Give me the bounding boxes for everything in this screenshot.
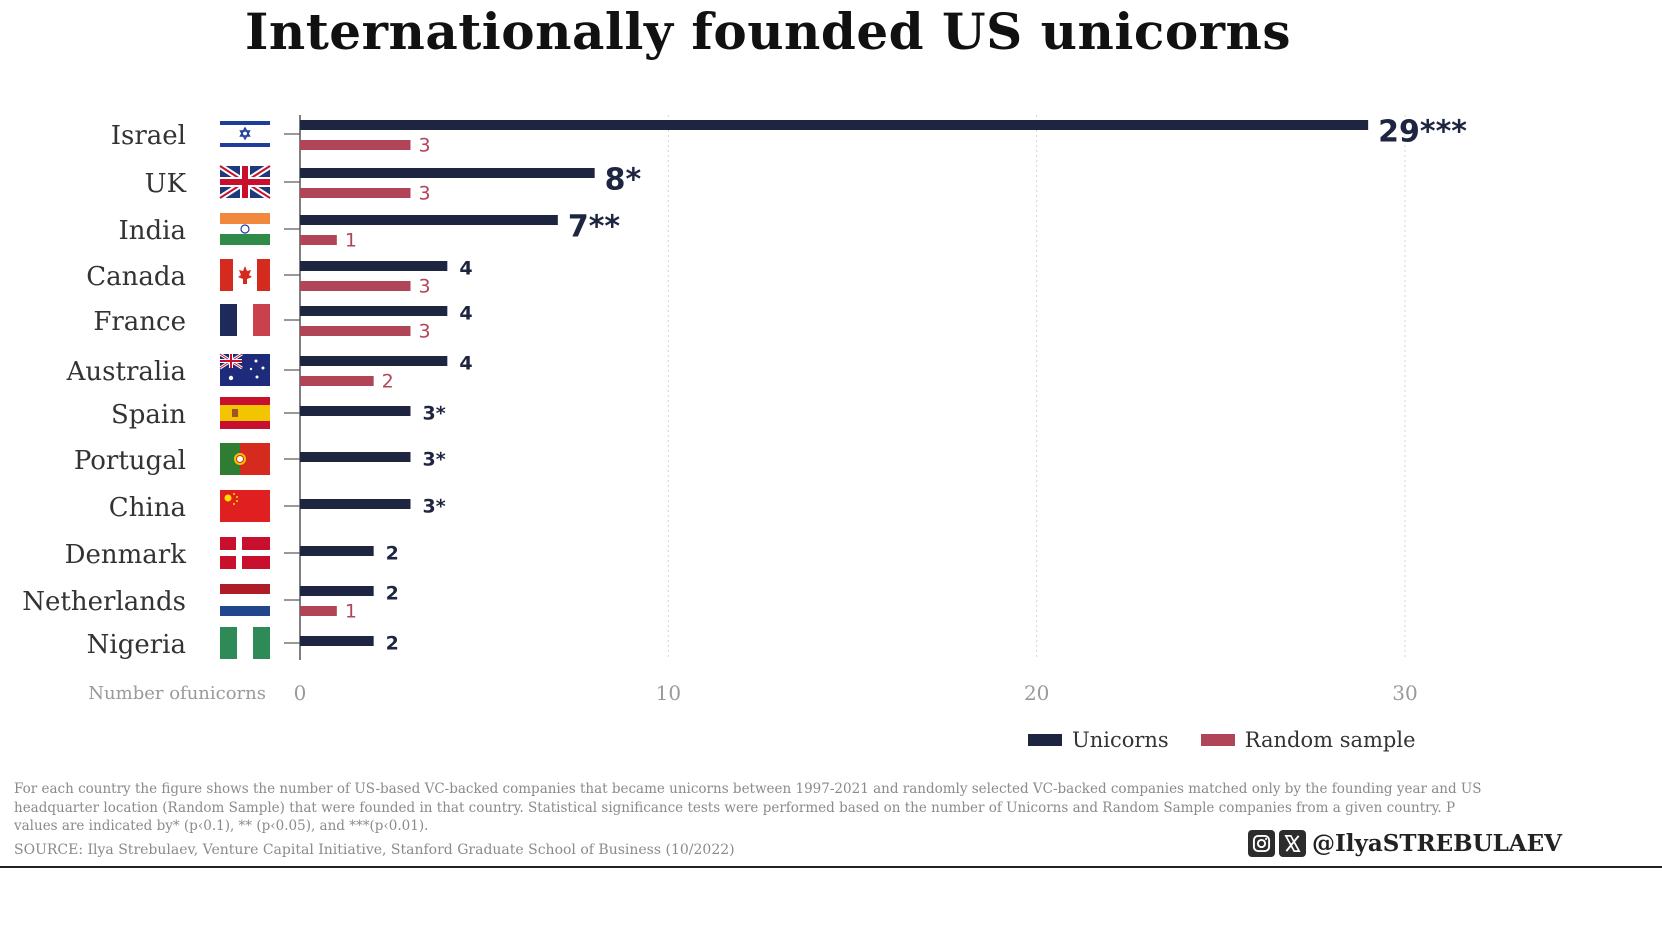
category-label: France bbox=[93, 307, 186, 337]
category-label: Portugal bbox=[74, 446, 186, 476]
y-axis bbox=[284, 115, 301, 660]
flag-canada-icon bbox=[220, 259, 270, 291]
legend-swatch-random-sample bbox=[1200, 734, 1235, 746]
flag-netherlands-icon bbox=[220, 584, 270, 616]
data-label-random-sample: 3 bbox=[419, 183, 431, 205]
labels: 0 10 20 30 Number ofunicorns Israel 29*** 3 UK 8*… bbox=[22, 115, 1467, 706]
data-label-unicorns: 7** bbox=[568, 210, 621, 245]
category-label: Israel bbox=[111, 121, 186, 151]
x-axis-label: Number ofunicorns bbox=[88, 683, 266, 704]
data-label-unicorns: 4 bbox=[459, 303, 472, 325]
flag-uk-icon bbox=[218, 163, 272, 201]
category-label: India bbox=[119, 216, 186, 246]
chart-title: Internationally founded US unicorns bbox=[244, 2, 1292, 61]
bar-unicorns bbox=[300, 168, 595, 178]
bar-random-sample bbox=[300, 326, 411, 336]
bars bbox=[300, 120, 1369, 646]
bar-unicorns bbox=[300, 452, 411, 462]
flag-portugal-icon bbox=[220, 443, 270, 475]
category-label: UK bbox=[145, 169, 187, 199]
category-label: Spain bbox=[111, 400, 186, 430]
data-label-unicorns: 4 bbox=[459, 353, 472, 375]
instagram-icon[interactable] bbox=[1248, 830, 1275, 857]
flag-france-icon bbox=[220, 304, 270, 336]
flag-india-icon bbox=[220, 213, 270, 245]
data-label-random-sample: 1 bbox=[345, 230, 357, 252]
data-label-random-sample: 2 bbox=[382, 371, 394, 393]
bar-unicorns bbox=[300, 546, 374, 556]
bar-unicorns bbox=[300, 406, 411, 416]
category-label: China bbox=[109, 493, 186, 523]
bar-unicorns bbox=[300, 120, 1369, 130]
bar-unicorns bbox=[300, 215, 558, 225]
x-tick-label: 30 bbox=[1392, 681, 1417, 705]
country-flags bbox=[218, 118, 272, 659]
handle-text[interactable]: @IlyaSTREBULAEV bbox=[1312, 830, 1563, 857]
social-handle: @IlyaSTREBULAEV bbox=[1248, 830, 1562, 857]
category-label: Netherlands bbox=[22, 587, 186, 617]
data-label-unicorns: 4 bbox=[459, 258, 472, 280]
grid-lines bbox=[667, 115, 1406, 660]
category-label: Denmark bbox=[65, 540, 187, 570]
bar-random-sample bbox=[300, 235, 337, 245]
x-tick-label: 20 bbox=[1024, 681, 1049, 705]
legend-label-random-sample: Random sample bbox=[1244, 728, 1416, 752]
data-label-random-sample: 3 bbox=[419, 321, 431, 343]
data-label-unicorns: 3* bbox=[423, 403, 446, 425]
bar-random-sample bbox=[300, 606, 337, 616]
legend-swatch-unicorns bbox=[1028, 734, 1062, 746]
data-label-unicorns: 8* bbox=[605, 163, 642, 198]
data-label-unicorns: 29*** bbox=[1378, 115, 1467, 150]
legend-item-random-sample: Random sample bbox=[1200, 728, 1416, 752]
data-label-random-sample: 3 bbox=[419, 135, 431, 157]
data-label-random-sample: 1 bbox=[345, 601, 357, 623]
legend-label-unicorns: Unicorns bbox=[1072, 728, 1169, 752]
category-label: Nigeria bbox=[87, 630, 186, 660]
data-label-unicorns: 2 bbox=[386, 633, 399, 655]
flag-china-icon bbox=[220, 490, 270, 522]
flag-denmark-icon bbox=[220, 537, 270, 569]
data-label-random-sample: 3 bbox=[419, 276, 431, 298]
flag-nigeria-icon bbox=[220, 627, 270, 659]
bar-unicorns bbox=[300, 261, 448, 271]
bottom-divider bbox=[0, 866, 1662, 868]
bar-unicorns bbox=[300, 636, 374, 646]
bar-random-sample bbox=[300, 188, 411, 198]
legend: Unicorns Random sample bbox=[1028, 728, 1416, 752]
bar-unicorns bbox=[300, 586, 374, 596]
bar-unicorns bbox=[300, 356, 448, 366]
x-tick-label: 0 bbox=[294, 681, 307, 705]
footnote: For each country the figure shows the nu… bbox=[14, 781, 1482, 834]
bar-random-sample bbox=[300, 281, 411, 291]
x-tick-label: 10 bbox=[656, 681, 681, 705]
category-label: Australia bbox=[66, 357, 186, 387]
data-label-unicorns: 2 bbox=[386, 543, 399, 565]
bar-random-sample bbox=[300, 376, 374, 386]
flag-australia-icon bbox=[219, 352, 270, 386]
data-label-unicorns: 3* bbox=[423, 496, 446, 518]
legend-item-unicorns: Unicorns bbox=[1028, 728, 1169, 752]
x-icon[interactable] bbox=[1279, 830, 1306, 857]
source-line: SOURCE: Ilya Strebulaev, Venture Capital… bbox=[14, 842, 735, 858]
data-label-unicorns: 2 bbox=[386, 583, 399, 605]
bar-random-sample bbox=[300, 140, 411, 150]
bar-unicorns bbox=[300, 306, 448, 316]
flag-israel-icon bbox=[220, 118, 270, 150]
flag-spain-icon bbox=[220, 397, 270, 429]
data-label-unicorns: 3* bbox=[423, 449, 446, 471]
bar-unicorns bbox=[300, 499, 411, 509]
category-label: Canada bbox=[86, 262, 186, 292]
